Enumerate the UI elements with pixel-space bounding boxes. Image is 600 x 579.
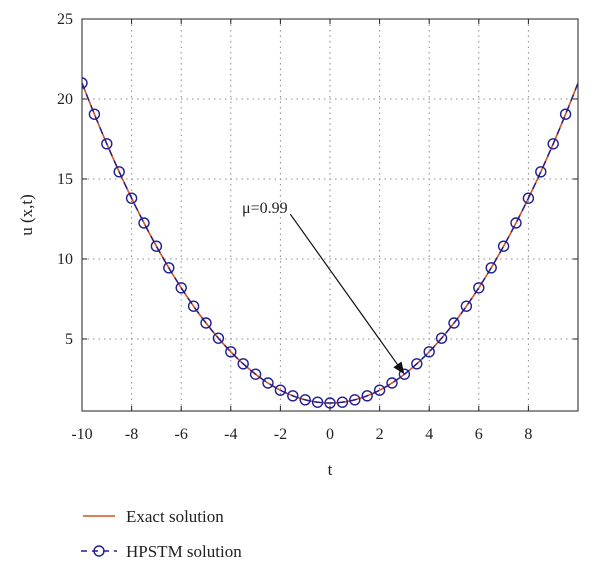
annotation: μ=0.99 [242, 200, 405, 375]
y-tick-label: 10 [57, 251, 73, 268]
hpstm-marker [82, 77, 88, 89]
hpstm-marker [101, 138, 113, 150]
legend-exact-label: Exact solution [126, 507, 224, 526]
annotation-label: μ=0.99 [242, 200, 288, 217]
x-axis-label: t [328, 460, 333, 479]
hpstm-marker [138, 217, 150, 229]
hpstm-marker [249, 368, 262, 380]
x-tick-label: -4 [224, 426, 237, 443]
hpstm-marker [497, 240, 510, 252]
x-tick-label: -10 [71, 426, 92, 443]
hpstm-marker [559, 108, 572, 120]
x-tick-label: -6 [175, 426, 188, 443]
legend: Exact solution HPSTM solution [81, 507, 242, 561]
hpstm-dashed-line [82, 82, 578, 404]
hpstm-marker [287, 390, 299, 402]
hpstm-marker [175, 282, 187, 294]
hpstm-marker [386, 377, 398, 389]
grid [81, 18, 578, 411]
hpstm-marker [113, 166, 125, 178]
x-tick-label: 8 [524, 426, 532, 443]
hpstm-marker [535, 166, 547, 178]
y-tick-label: 5 [65, 331, 73, 348]
hpstm-marker [225, 346, 237, 358]
hpstm-marker [398, 368, 411, 380]
hpstm-marker [336, 396, 349, 408]
hpstm-marker [435, 332, 448, 344]
hpstm-marker [411, 358, 423, 370]
x-tick-label: -8 [125, 426, 138, 443]
series-layer [82, 77, 578, 409]
legend-hpstm-marker [93, 545, 105, 557]
hpstm-marker [125, 192, 138, 204]
axis-ticks [81, 18, 578, 411]
hpstm-marker [274, 384, 287, 396]
annotation-arrow [289, 213, 398, 365]
x-tick-label: 0 [326, 426, 334, 443]
hpstm-marker [237, 358, 249, 370]
y-tick-label: 15 [57, 171, 73, 188]
y-tick-label: 20 [57, 91, 73, 108]
hpstm-marker [485, 262, 497, 274]
x-tick-label: 6 [475, 426, 483, 443]
y-tick-labels: 5 10 15 20 25 [57, 11, 73, 348]
hpstm-marker [423, 346, 435, 358]
hpstm-marker [200, 317, 212, 329]
x-tick-label: 2 [376, 426, 384, 443]
legend-hpstm-label: HPSTM solution [126, 542, 242, 561]
hpstm-marker [88, 108, 101, 120]
x-tick-labels: -10 -8 -6 -4 -2 0 2 4 6 8 [71, 426, 532, 443]
hpstm-marker [522, 192, 535, 204]
hpstm-marker [547, 138, 559, 150]
x-tick-label: -2 [274, 426, 287, 443]
hpstm-marker [299, 394, 311, 406]
hpstm-marker [373, 384, 386, 396]
hpstm-marker [361, 390, 373, 402]
hpstm-marker [187, 300, 200, 312]
y-tick-label: 25 [57, 11, 73, 28]
hpstm-marker [311, 396, 324, 408]
y-axis-label: u (x,t) [17, 194, 36, 236]
hpstm-marker [460, 300, 473, 312]
x-tick-label: 4 [425, 426, 433, 443]
hpstm-marker [473, 282, 485, 294]
hpstm-marker [163, 262, 175, 274]
hpstm-marker [510, 217, 522, 229]
annotation-arrowhead [393, 361, 405, 375]
hpstm-marker [324, 397, 336, 409]
hpstm-marker [262, 377, 274, 389]
hpstm-marker [448, 317, 460, 329]
plot-frame [81, 18, 579, 412]
hpstm-marker [349, 394, 361, 406]
hpstm-marker [212, 332, 225, 344]
hpstm-marker [150, 240, 163, 252]
